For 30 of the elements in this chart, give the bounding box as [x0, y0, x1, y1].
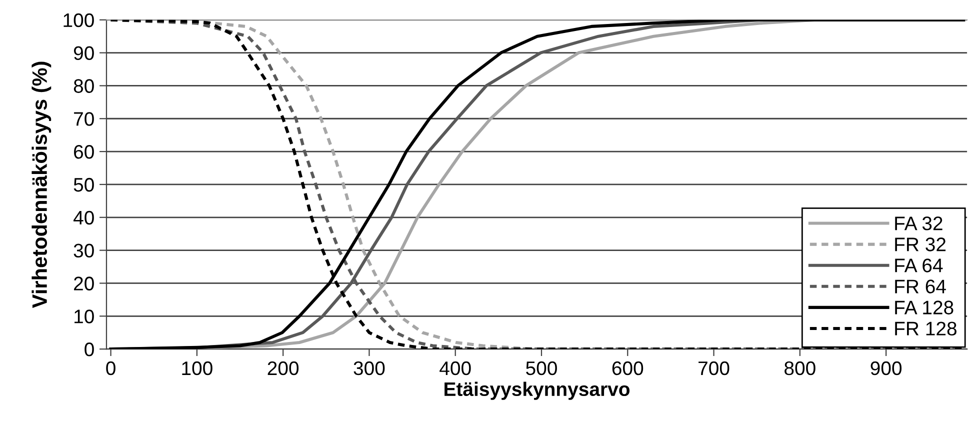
x-tick-label: 300 — [354, 361, 385, 376]
line-series — [109, 20, 966, 350]
y-tick-label: 50 — [74, 178, 94, 192]
x-tick-label: 500 — [526, 361, 557, 376]
y-tick-label: 10 — [74, 310, 94, 324]
x-tick-label: 0 — [106, 361, 116, 376]
y-tick-label: 40 — [73, 210, 94, 225]
y-tick-label: 90 — [74, 46, 94, 60]
y-tick-label: 30 — [74, 244, 94, 258]
x-tick-label: 600 — [612, 361, 644, 376]
legend-label: FA 32 — [895, 216, 942, 230]
y-tick-label: 70 — [74, 112, 94, 126]
legend-label: FA 64 — [895, 258, 943, 272]
x-tick-label: 700 — [698, 361, 730, 376]
y-tick-label: 0 — [84, 342, 94, 356]
x-tick-label: 200 — [268, 361, 299, 376]
y-axis-title: Virhetodennäköisyys (%) — [32, 62, 52, 308]
x-tick-label: 100 — [182, 361, 212, 376]
y-tick-label: 60 — [74, 145, 94, 159]
legend-label: FR 32 — [895, 238, 946, 252]
x-tick-label: 800 — [784, 361, 816, 376]
x-axis-title: Etäisyyskynnysarvo — [444, 382, 630, 400]
legend-label: FA 128 — [895, 300, 954, 314]
y-tick-label: 100 — [64, 13, 94, 28]
y-tick-label: 20 — [74, 276, 94, 290]
y-tick-label: 80 — [74, 79, 94, 93]
x-tick-label: 900 — [870, 361, 902, 376]
legend-label: FR 128 — [895, 322, 956, 336]
legend-label: FR 64 — [895, 280, 946, 294]
x-tick-label: 400 — [440, 361, 471, 376]
